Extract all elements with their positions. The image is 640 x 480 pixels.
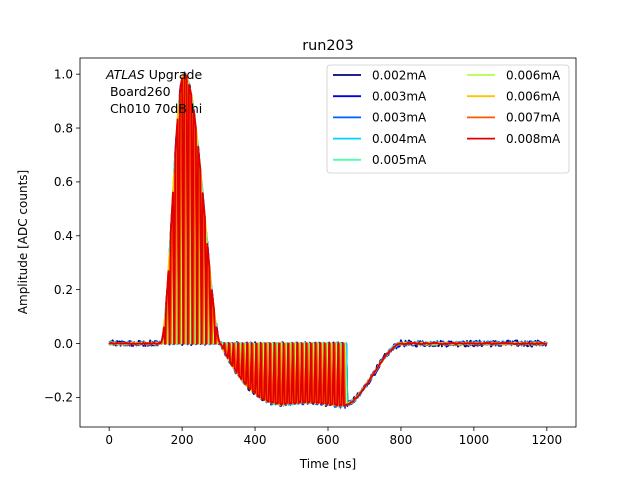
x-tick-label: 0 [105, 433, 113, 447]
legend-label: 0.006mA [506, 90, 561, 104]
x-tick-label: 200 [171, 433, 194, 447]
legend-label: 0.006mA [506, 68, 561, 82]
legend-label: 0.004mA [372, 132, 427, 146]
annotation: ATLAS Upgrade Board260 Ch010 70dB hi [105, 67, 202, 116]
x-axis: 0 200 400 600 800 1000 1200 [105, 427, 562, 447]
legend: 0.002mA 0.003mA 0.003mA 0.004mA 0.005mA 0.006… [326, 64, 570, 174]
annotation-upgrade: Upgrade [145, 67, 203, 82]
annotation-atlas: ATLAS [105, 67, 145, 82]
chart-title: run203 [302, 38, 354, 54]
x-tick-label: 600 [317, 433, 340, 447]
y-tick-label: 1.0 [54, 67, 73, 81]
series-line [108, 73, 548, 407]
y-tick-label: 0.0 [54, 337, 73, 351]
legend-label: 0.005mA [372, 153, 427, 167]
y-axis: −0.2 0.0 0.2 0.4 0.6 0.8 1.0 [44, 67, 80, 405]
x-tick-label: 1000 [459, 433, 490, 447]
x-tick-label: 800 [389, 433, 412, 447]
series-layer [108, 71, 548, 409]
annotation-line-3: Ch010 70dB hi [106, 101, 202, 116]
y-tick-label: 0.2 [54, 283, 73, 297]
legend-label: 0.007mA [506, 111, 561, 125]
legend-label: 0.003mA [372, 111, 427, 125]
x-tick-label: 400 [244, 433, 267, 447]
x-axis-label: Time [ns] [299, 457, 356, 471]
legend-label: 0.003mA [372, 90, 427, 104]
y-axis-label: Amplitude [ADC counts] [16, 170, 30, 314]
y-tick-label: 0.8 [54, 121, 73, 135]
legend-label: 0.002mA [372, 68, 427, 82]
legend-label: 0.008mA [506, 132, 561, 146]
annotation-line-2: Board260 [106, 84, 171, 99]
y-tick-label: 0.6 [54, 175, 73, 189]
x-tick-label: 1200 [532, 433, 563, 447]
annotation-line-1: ATLAS Upgrade [105, 67, 202, 82]
y-tick-label: 0.4 [54, 229, 73, 243]
y-tick-label: −0.2 [44, 391, 73, 405]
legend-frame [326, 64, 570, 174]
